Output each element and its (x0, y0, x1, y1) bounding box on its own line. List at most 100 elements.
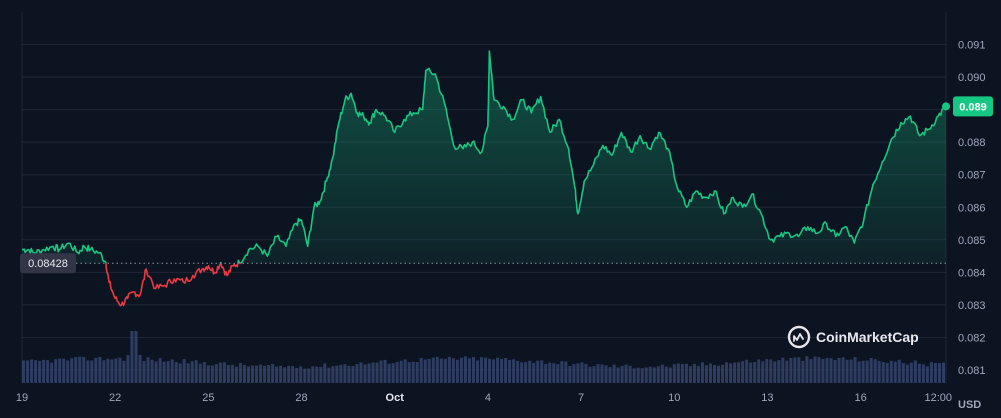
volume-bar (174, 362, 178, 383)
current-price-dot (942, 102, 950, 111)
volume-bar (138, 355, 142, 383)
volume-bar (873, 359, 877, 383)
volume-bar (194, 360, 198, 383)
volume-bar (255, 365, 259, 383)
volume-bar (90, 360, 94, 383)
volume-bar (134, 331, 138, 383)
x-axis: 19 22 25 28 Oct 4 7 10 13 16 12:00 (16, 392, 952, 404)
volume-bar (797, 357, 801, 383)
x-tick-label: 12:00 (924, 392, 952, 404)
volume-bar (765, 359, 769, 383)
volume-bar (869, 358, 873, 383)
volume-bar (427, 359, 431, 383)
volume-bar (889, 360, 893, 383)
volume-bar (142, 361, 146, 383)
volume-bar (74, 357, 78, 383)
volume-bar (841, 357, 845, 383)
volume-bar (536, 360, 540, 383)
volume-bar (532, 362, 536, 383)
volume-bar (737, 362, 741, 383)
y-tick-label: 0.083 (958, 300, 986, 312)
volume-bar (572, 364, 576, 383)
volume-bar (604, 365, 608, 383)
volume-bar (508, 359, 512, 383)
volume-bar (299, 366, 303, 383)
volume-bar (668, 367, 672, 383)
volume-bar (202, 362, 206, 383)
volume-bar (387, 363, 391, 383)
volume-bar (190, 361, 194, 383)
volume-bar (106, 358, 110, 383)
y-tick-label: 0.086 (958, 202, 986, 214)
volume-bar (315, 366, 319, 383)
volume-bar (146, 357, 150, 383)
volume-bar (439, 358, 443, 383)
y-tick-label: 0.087 (958, 170, 986, 182)
current-price-marker: 0.089 (942, 96, 993, 117)
x-tick-label: Oct (386, 392, 405, 404)
volume-bar (287, 365, 291, 383)
volume-bar (901, 363, 905, 383)
volume-bar (367, 363, 371, 383)
y-tick-label: 0.081 (958, 365, 986, 377)
volume-bar (54, 359, 58, 383)
volume-bar (283, 367, 287, 383)
volume-bars (22, 331, 945, 383)
volume-bar (821, 359, 825, 383)
volume-bar (162, 361, 166, 383)
volume-bar (319, 366, 323, 383)
volume-bar (178, 363, 182, 383)
volume-bar (813, 356, 817, 383)
volume-bar (516, 360, 520, 383)
volume-bar (640, 368, 644, 383)
volume-bar (644, 367, 648, 383)
y-tick-label: 0.091 (958, 40, 986, 52)
volume-bar (50, 362, 54, 383)
volume-bar (592, 366, 596, 383)
volume-bar (741, 361, 745, 383)
volume-bar (801, 360, 805, 383)
volume-bar (857, 361, 861, 383)
watermark: CoinMarketCap (787, 325, 919, 349)
volume-bar (206, 365, 210, 383)
volume-bar (371, 362, 375, 383)
volume-bar (897, 359, 901, 383)
volume-bar (676, 363, 680, 383)
volume-bar (825, 357, 829, 383)
volume-bar (612, 364, 616, 383)
volume-bar (246, 366, 250, 383)
volume-bar (877, 360, 881, 383)
volume-bar (913, 360, 917, 383)
volume-bar (82, 357, 86, 383)
x-tick-label: 4 (485, 392, 491, 404)
volume-bar (455, 359, 459, 383)
volume-bar (809, 359, 813, 383)
volume-bar (488, 358, 492, 383)
volume-bar (435, 356, 439, 383)
volume-bar (504, 358, 508, 383)
volume-bar (383, 359, 387, 383)
volume-bar (218, 362, 222, 383)
volume-bar (399, 360, 403, 383)
volume-bar (463, 356, 467, 383)
coinmarketcap-logo-icon (787, 325, 811, 349)
volume-bar (721, 364, 725, 383)
volume-bar (636, 367, 640, 383)
volume-bar (295, 368, 299, 383)
volume-bar (30, 359, 34, 383)
volume-bar (773, 361, 777, 383)
watermark-brand: CoinMarketCap (816, 329, 919, 345)
volume-bar (411, 361, 415, 383)
volume-bar (130, 331, 134, 383)
volume-bar (407, 362, 411, 383)
volume-bar (62, 358, 66, 383)
price-line (22, 50, 947, 307)
volume-bar (98, 356, 102, 383)
volume-bar (38, 360, 42, 383)
volume-bar (222, 362, 226, 383)
volume-bar (881, 362, 885, 383)
x-tick-label: 19 (16, 392, 28, 404)
volume-bar (375, 362, 379, 383)
volume-bar (588, 366, 592, 383)
